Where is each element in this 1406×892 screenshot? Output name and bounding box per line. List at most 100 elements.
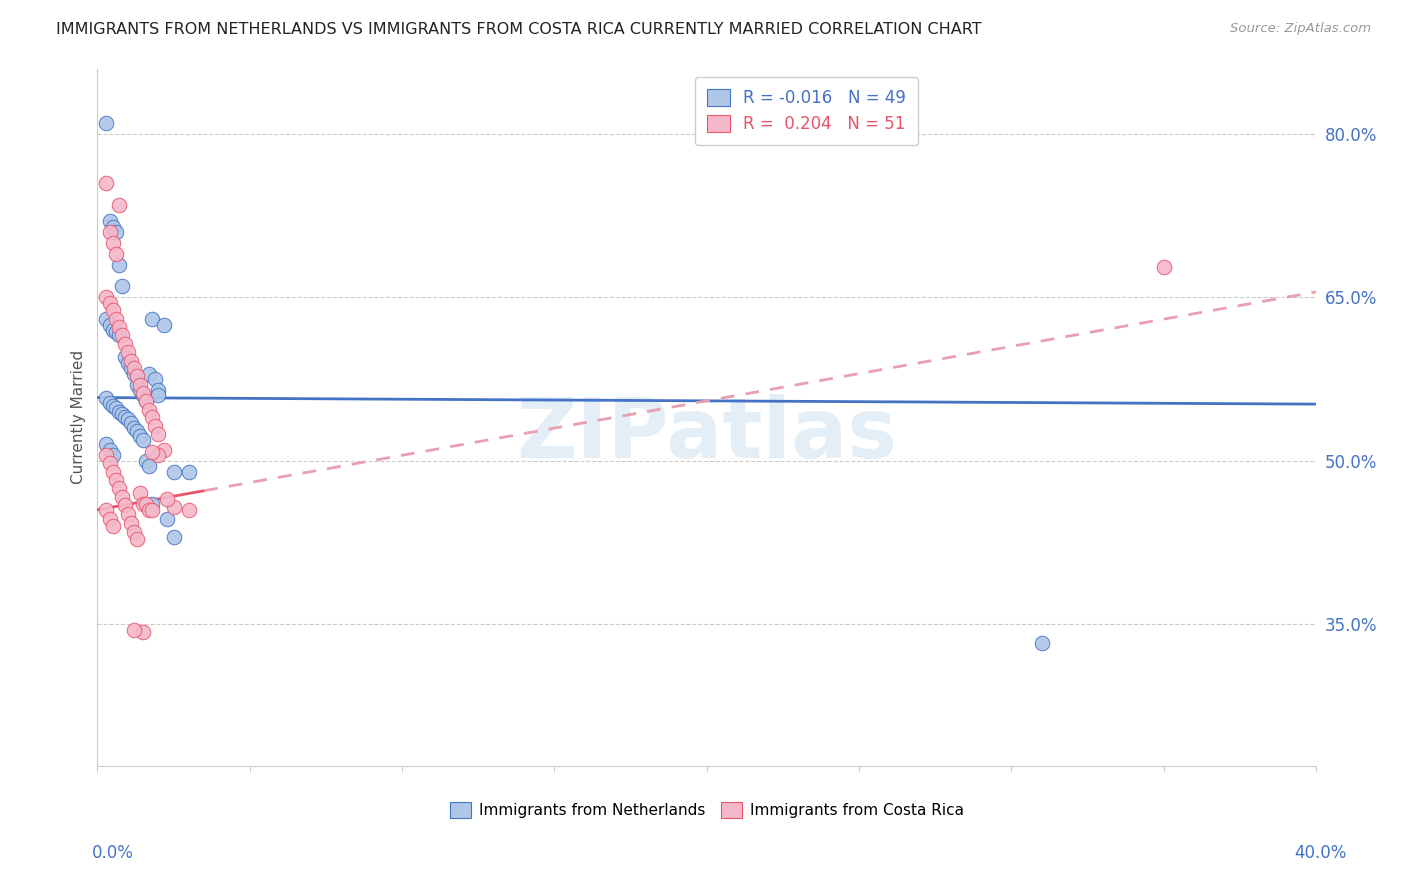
Point xyxy=(107,405,129,419)
Point xyxy=(129,383,152,397)
Point xyxy=(162,500,184,514)
Legend: Immigrants from Netherlands, Immigrants from Costa Rica: Immigrants from Netherlands, Immigrants … xyxy=(444,797,970,824)
Point xyxy=(143,418,166,433)
Point xyxy=(114,499,136,513)
Point xyxy=(156,511,179,525)
Point xyxy=(104,312,127,326)
Point xyxy=(132,497,155,511)
Point xyxy=(1153,260,1175,274)
Point xyxy=(138,459,160,474)
Point xyxy=(132,386,155,401)
Point xyxy=(177,465,200,479)
Point xyxy=(125,533,148,547)
Point xyxy=(101,323,124,337)
Point xyxy=(135,393,157,408)
Point xyxy=(96,290,118,304)
Point xyxy=(122,421,145,435)
Point xyxy=(132,624,155,639)
Point xyxy=(141,445,163,459)
Point xyxy=(96,437,118,451)
Point xyxy=(122,524,145,539)
Point xyxy=(96,391,118,405)
Point xyxy=(162,465,184,479)
Point xyxy=(177,503,200,517)
Point xyxy=(98,442,121,457)
Point xyxy=(98,318,121,332)
Text: ZIPatlas: ZIPatlas xyxy=(516,394,897,475)
Point xyxy=(120,361,142,376)
Point xyxy=(148,383,170,397)
Point xyxy=(114,351,136,365)
Point xyxy=(125,377,148,392)
Point xyxy=(120,516,142,530)
Point xyxy=(117,507,139,521)
Point xyxy=(162,530,184,544)
Point xyxy=(153,442,176,457)
Point xyxy=(141,312,163,326)
Point xyxy=(114,337,136,351)
Point xyxy=(104,474,127,488)
Y-axis label: Currently Married: Currently Married xyxy=(72,351,86,484)
Point xyxy=(107,258,129,272)
Point xyxy=(104,246,127,260)
Point xyxy=(135,497,157,511)
Text: 0.0%: 0.0% xyxy=(91,844,134,862)
Point xyxy=(143,372,166,386)
Point xyxy=(98,295,121,310)
Point xyxy=(138,503,160,517)
Point xyxy=(101,303,124,318)
Point xyxy=(125,425,148,439)
Point xyxy=(129,428,152,442)
Point xyxy=(120,416,142,430)
Point xyxy=(101,235,124,250)
Point xyxy=(148,448,170,462)
Point xyxy=(1031,636,1053,650)
Point xyxy=(129,377,152,392)
Point xyxy=(138,367,160,381)
Point xyxy=(138,402,160,417)
Point xyxy=(104,225,127,239)
Point xyxy=(141,503,163,517)
Point xyxy=(117,344,139,359)
Point xyxy=(111,407,134,421)
Point xyxy=(141,410,163,425)
Point xyxy=(122,623,145,637)
Point xyxy=(96,448,118,462)
Point xyxy=(96,312,118,326)
Point xyxy=(111,490,134,504)
Point xyxy=(148,388,170,402)
Point xyxy=(148,426,170,441)
Point xyxy=(129,486,152,500)
Text: IMMIGRANTS FROM NETHERLANDS VS IMMIGRANTS FROM COSTA RICA CURRENTLY MARRIED CORR: IMMIGRANTS FROM NETHERLANDS VS IMMIGRANT… xyxy=(56,22,981,37)
Point xyxy=(96,176,118,190)
Point xyxy=(111,279,134,293)
Point xyxy=(135,393,157,408)
Point xyxy=(104,325,127,339)
Point xyxy=(114,410,136,425)
Point xyxy=(98,456,121,470)
Point xyxy=(122,361,145,376)
Point xyxy=(101,399,124,413)
Text: Source: ZipAtlas.com: Source: ZipAtlas.com xyxy=(1230,22,1371,36)
Point xyxy=(107,328,129,343)
Point xyxy=(98,396,121,410)
Point xyxy=(132,433,155,447)
Point xyxy=(101,465,124,479)
Point xyxy=(125,368,148,383)
Text: 40.0%: 40.0% xyxy=(1295,844,1347,862)
Point xyxy=(117,356,139,370)
Point xyxy=(117,412,139,426)
Point xyxy=(153,318,176,332)
Point xyxy=(111,328,134,343)
Point xyxy=(101,519,124,533)
Point xyxy=(135,454,157,468)
Point xyxy=(107,481,129,495)
Point xyxy=(96,503,118,517)
Point xyxy=(96,116,118,130)
Point xyxy=(98,214,121,228)
Point xyxy=(98,225,121,239)
Point xyxy=(156,491,179,506)
Point xyxy=(101,219,124,234)
Point xyxy=(101,448,124,462)
Point xyxy=(104,401,127,416)
